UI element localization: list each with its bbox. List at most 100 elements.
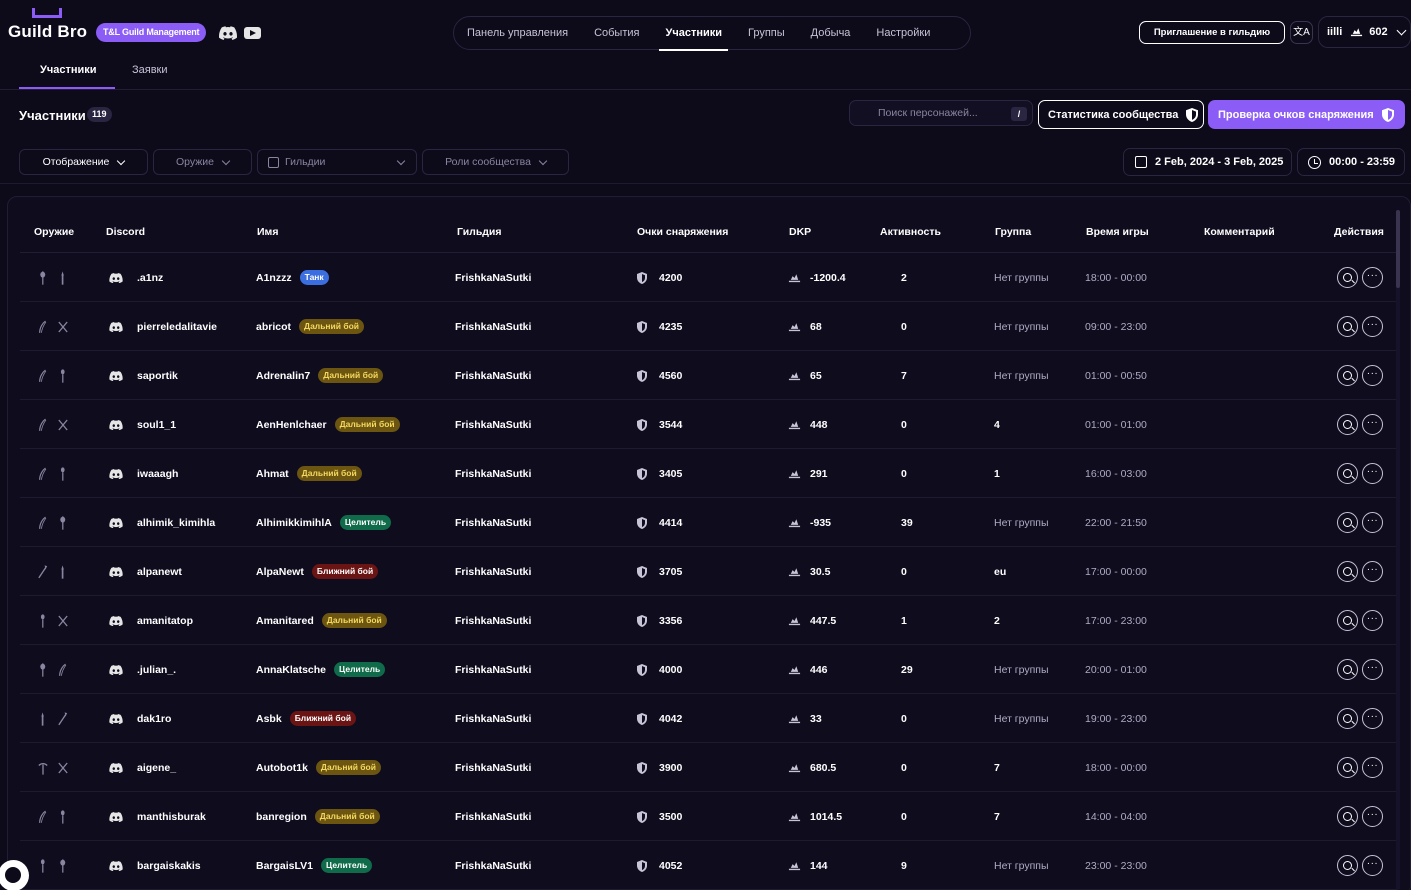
table-row[interactable]: aigene_ Autobot1k Дальний бой FrishkaNaSutk… xyxy=(20,743,1398,792)
more-button[interactable]: ··· xyxy=(1362,757,1383,778)
more-button[interactable]: ··· xyxy=(1362,267,1383,288)
more-button[interactable]: ··· xyxy=(1362,806,1383,827)
table-row[interactable]: amanitatop Amanitared Дальний бой FrishkaNa… xyxy=(20,596,1398,645)
nav-groups[interactable]: Группы xyxy=(748,27,785,39)
display-filter[interactable]: Отображение xyxy=(19,149,148,175)
more-button[interactable]: ··· xyxy=(1362,708,1383,729)
col-group[interactable]: Группа xyxy=(995,226,1032,238)
view-button[interactable] xyxy=(1337,610,1358,631)
weapon-filter[interactable]: Оружие xyxy=(153,149,252,175)
view-button[interactable] xyxy=(1337,757,1358,778)
time-range-picker[interactable]: 00:00 - 23:59 xyxy=(1297,148,1405,176)
table-row[interactable]: dak1ro Asbk Ближний бой FrishkaNaSutki 4042 3… xyxy=(20,694,1398,743)
date-range-picker[interactable]: 2 Feb, 2024 - 3 Feb, 2025 xyxy=(1123,148,1292,176)
view-button[interactable] xyxy=(1337,512,1358,533)
table-row[interactable]: bargaiskakis BargaisLV1 Целитель FrishkaNaS… xyxy=(20,841,1398,890)
shield-icon xyxy=(637,467,647,480)
shield-icon xyxy=(637,761,647,774)
view-button[interactable] xyxy=(1337,561,1358,582)
user-menu-button[interactable]: iilli 602 xyxy=(1318,16,1411,48)
character-name[interactable]: Amanitared xyxy=(256,614,314,627)
view-button[interactable] xyxy=(1337,267,1358,288)
gear-check-button[interactable]: Проверка очков снаряжения xyxy=(1208,100,1405,129)
table-row[interactable]: iwaaagh Ahmat Дальний бой FrishkaNaSutki 340… xyxy=(20,449,1398,498)
guild-filter[interactable]: Гильдии xyxy=(257,149,417,175)
staff-icon xyxy=(40,270,46,285)
table-row[interactable]: alpanewt AlpaNewt Ближний бой FrishkaNaSutk… xyxy=(20,547,1398,596)
crossbow-icon xyxy=(58,321,68,332)
view-button[interactable] xyxy=(1337,316,1358,337)
view-button[interactable] xyxy=(1337,414,1358,435)
table-row[interactable]: .julian_. AnnaKlatsche Целитель FrishkaNaSu… xyxy=(20,645,1398,694)
col-playtime[interactable]: Время игры xyxy=(1086,226,1149,238)
more-button[interactable]: ··· xyxy=(1362,414,1383,435)
discord-icon[interactable] xyxy=(219,26,237,40)
more-button[interactable]: ··· xyxy=(1362,365,1383,386)
character-name[interactable]: Adrenalin7 xyxy=(256,369,311,382)
col-name[interactable]: Имя xyxy=(257,226,279,238)
nav-members[interactable]: Участники xyxy=(659,16,728,51)
character-name[interactable]: Autobot1k xyxy=(256,761,308,774)
character-name[interactable]: abricot xyxy=(256,320,292,333)
character-name[interactable]: BargaisLV1 xyxy=(256,859,313,872)
character-name[interactable]: Ahmat xyxy=(256,467,289,480)
translate-button[interactable]: 文A xyxy=(1290,21,1313,44)
brand-name[interactable]: Guild Bro xyxy=(8,22,88,41)
cookie-settings-icon[interactable] xyxy=(0,860,29,890)
character-name[interactable]: Asbk xyxy=(256,712,282,725)
table-row[interactable]: pierreledalitavie abricot Дальний бой Frish… xyxy=(20,302,1398,351)
view-button[interactable] xyxy=(1337,708,1358,729)
col-activity[interactable]: Активность xyxy=(880,226,941,238)
nav-events[interactable]: События xyxy=(594,27,640,39)
col-weapon[interactable]: Оружие xyxy=(34,226,75,238)
more-button[interactable]: ··· xyxy=(1362,463,1383,484)
community-stats-button[interactable]: Статистика сообщества xyxy=(1038,100,1204,129)
view-button[interactable] xyxy=(1337,463,1358,484)
character-name[interactable]: banregion xyxy=(256,810,307,823)
tab-requests[interactable]: Заявки xyxy=(132,64,168,76)
more-button[interactable]: ··· xyxy=(1362,316,1383,337)
name-cell: A1nzzz Танк xyxy=(256,253,329,302)
col-comment[interactable]: Комментарий xyxy=(1204,226,1275,238)
nav-settings[interactable]: Настройки xyxy=(876,27,931,39)
nav-loot[interactable]: Добыча xyxy=(810,27,851,39)
guild-invite-button[interactable]: Приглашение в гильдию xyxy=(1139,21,1285,44)
more-button[interactable]: ··· xyxy=(1362,855,1383,876)
more-button[interactable]: ··· xyxy=(1362,561,1383,582)
table-row[interactable]: manthisburak banregion Дальний бой FrishkaN… xyxy=(20,792,1398,841)
more-button[interactable]: ··· xyxy=(1362,659,1383,680)
more-button[interactable]: ··· xyxy=(1362,610,1383,631)
more-button[interactable]: ··· xyxy=(1362,512,1383,533)
col-guild[interactable]: Гильдия xyxy=(457,226,502,238)
col-gear-score[interactable]: Очки снаряжения xyxy=(637,226,729,238)
table-row[interactable]: alhimik_kimihla AlhimikkimihlA Целитель Fri… xyxy=(20,498,1398,547)
sub-tabs: Участники Заявки xyxy=(0,50,1411,90)
playtime-cell: 22:00 - 21:50 xyxy=(1085,516,1147,529)
gear-score-value: 3500 xyxy=(659,810,683,823)
search-box[interactable]: / xyxy=(849,100,1033,126)
character-name[interactable]: AnnaKlatsche xyxy=(256,663,327,676)
view-button[interactable] xyxy=(1337,659,1358,680)
roles-filter[interactable]: Роли сообщества xyxy=(422,149,569,175)
character-name[interactable]: AenHenlchaer xyxy=(256,418,327,431)
table-row[interactable]: .a1nz A1nzzz Танк FrishkaNaSutki 4200 -1200.4… xyxy=(20,253,1398,302)
scrollbar-thumb[interactable] xyxy=(1396,210,1400,288)
weapons-cell xyxy=(38,841,78,890)
character-name[interactable]: AlpaNewt xyxy=(256,565,304,578)
dkp-icon xyxy=(788,420,801,429)
nav-dashboard[interactable]: Панель управления xyxy=(467,27,569,39)
table-row[interactable]: saportik Adrenalin7 Дальний бой FrishkaNaSu… xyxy=(20,351,1398,400)
tab-members[interactable]: Участники xyxy=(40,64,97,76)
view-button[interactable] xyxy=(1337,855,1358,876)
col-discord[interactable]: Discord xyxy=(106,226,146,238)
search-input[interactable] xyxy=(850,101,1010,125)
col-dkp[interactable]: DKP xyxy=(789,226,812,238)
view-button[interactable] xyxy=(1337,806,1358,827)
character-name[interactable]: A1nzzz xyxy=(256,271,292,284)
discord-cell: manthisburak xyxy=(109,792,206,841)
view-button[interactable] xyxy=(1337,365,1358,386)
character-name[interactable]: AlhimikkimihlA xyxy=(256,516,332,529)
table-row[interactable]: soul1_1 AenHenlchaer Дальний бой FrishkaNaS… xyxy=(20,400,1398,449)
scrollbar[interactable] xyxy=(1396,210,1400,890)
youtube-icon[interactable] xyxy=(244,27,261,39)
